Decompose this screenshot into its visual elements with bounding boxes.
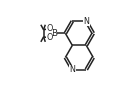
- Text: O: O: [47, 33, 53, 42]
- Text: O: O: [47, 24, 53, 33]
- Text: N: N: [83, 17, 89, 26]
- Text: N: N: [69, 65, 75, 74]
- Text: B: B: [51, 29, 57, 38]
